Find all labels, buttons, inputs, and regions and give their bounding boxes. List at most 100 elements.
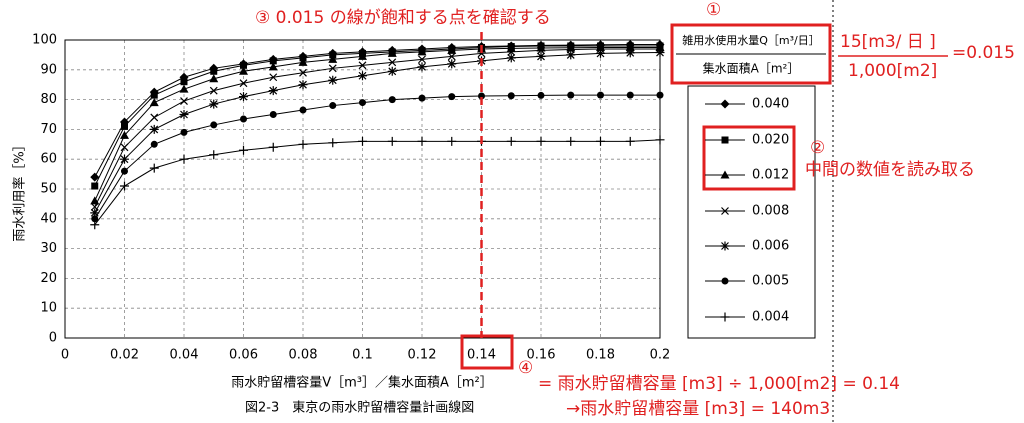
marker (91, 182, 99, 190)
marker (655, 48, 665, 58)
marker (417, 62, 427, 72)
marker (387, 48, 397, 57)
y-tick-label: 40 (40, 211, 57, 226)
marker (298, 80, 308, 90)
marker (506, 136, 516, 146)
marker (121, 167, 128, 175)
marker (721, 136, 729, 144)
marker (721, 277, 729, 285)
marker (566, 50, 576, 60)
y-tick-label: 60 (40, 152, 57, 167)
marker (328, 138, 338, 148)
marker (239, 79, 248, 88)
marker (447, 136, 457, 146)
marker (537, 91, 545, 99)
marker (91, 215, 99, 223)
marker (448, 93, 456, 101)
marker (388, 58, 397, 67)
marker (268, 86, 278, 96)
marker (507, 47, 516, 56)
marker (418, 94, 426, 102)
y-tick-label: 20 (40, 271, 57, 286)
legend-title-box (670, 23, 832, 85)
marker (358, 71, 367, 81)
y-tick-label: 100 (32, 33, 57, 48)
marker (597, 91, 604, 99)
marker (625, 48, 635, 58)
marker (387, 136, 397, 146)
legend-label: 0.005 (752, 274, 789, 289)
x-tick-label: 0.18 (586, 348, 615, 363)
marker (269, 111, 277, 118)
marker (567, 91, 575, 99)
marker (209, 99, 219, 109)
marker (239, 145, 248, 155)
marker (536, 51, 546, 61)
marker (328, 75, 338, 85)
marker (180, 128, 188, 136)
x-tick-label: 0.06 (229, 348, 258, 363)
highlight-box (702, 125, 796, 191)
y-tick-label: 50 (40, 182, 57, 197)
series-line (94, 139, 661, 226)
marker (720, 312, 730, 322)
marker (209, 74, 219, 83)
marker (120, 181, 129, 191)
marker (655, 135, 665, 145)
x-tick-label: 0.08 (289, 348, 318, 363)
marker (180, 78, 188, 86)
legend-label: 0.004 (752, 310, 789, 325)
marker (179, 84, 189, 93)
y-axis-label: 雨水利用率［%］ (12, 138, 28, 241)
marker (120, 154, 129, 164)
marker (121, 122, 128, 130)
x-tick-label: 0.1 (352, 348, 373, 363)
marker (298, 139, 308, 149)
marker (209, 86, 218, 95)
marker (721, 207, 729, 215)
marker (90, 220, 100, 230)
y-tick-label: 30 (40, 241, 57, 256)
marker (328, 54, 338, 63)
marker (210, 121, 218, 129)
y-tick-label: 70 (40, 122, 57, 137)
marker (240, 61, 247, 69)
annotation: →雨水貯留槽容量 [m3] = 140m3 (566, 399, 830, 419)
marker (478, 92, 485, 100)
marker (536, 43, 546, 52)
annotation: =0.015 (952, 43, 1015, 63)
x-tick-label: 0.16 (527, 348, 556, 363)
series-line (94, 46, 660, 202)
series-line (94, 48, 660, 208)
marker (358, 51, 367, 60)
legend-title: 集水面積A［m²］ (703, 61, 800, 76)
caption: 図2-3 東京の雨水貯留槽容量計画線図 (245, 400, 474, 416)
marker (209, 150, 219, 160)
marker (240, 115, 247, 123)
series-line (94, 43, 660, 178)
marker (329, 102, 337, 110)
x-tick-label: 0.04 (170, 348, 199, 363)
x-tick-label: 0 (61, 348, 69, 363)
marker (447, 45, 457, 54)
marker (149, 163, 159, 173)
marker (149, 98, 159, 107)
marker (625, 136, 635, 146)
marker (507, 92, 515, 100)
annotation: 1,000[m2] (848, 61, 937, 81)
marker (120, 130, 129, 139)
marker (150, 91, 158, 99)
marker (150, 113, 159, 122)
marker (269, 57, 277, 65)
marker (417, 47, 427, 56)
y-tick-label: 0 (49, 331, 57, 346)
annotation: 15[m3/ 日 ] (840, 32, 936, 52)
marker (179, 154, 189, 164)
marker (299, 106, 307, 114)
marker (417, 136, 427, 146)
marker (90, 208, 100, 218)
x-tick-label: 0.02 (110, 348, 139, 363)
marker (596, 48, 605, 58)
marker (537, 46, 545, 55)
